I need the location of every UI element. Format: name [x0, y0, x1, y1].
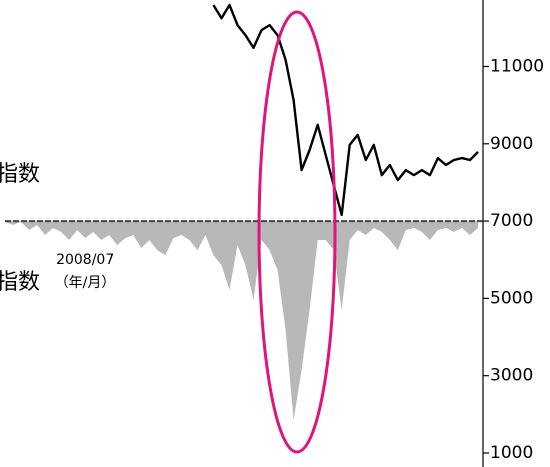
x-label: （年/月）	[55, 275, 116, 291]
y-tick-label: 5000	[490, 288, 533, 308]
x-tick-label: 2008/07	[56, 252, 114, 268]
y-tick-label: 11000	[490, 56, 544, 76]
highlight-ellipse	[257, 10, 337, 454]
area-axis-label: 指数	[0, 270, 40, 295]
y-tick-label: 1000	[490, 443, 533, 463]
y-tick-label: 7000	[490, 211, 533, 231]
y-tick-label: 3000	[490, 366, 533, 386]
plot	[5, 3, 483, 421]
line	[212, 3, 479, 217]
area	[5, 221, 478, 421]
y-axis-label: 指数	[0, 162, 40, 187]
y-tick-label: 9000	[490, 134, 533, 154]
